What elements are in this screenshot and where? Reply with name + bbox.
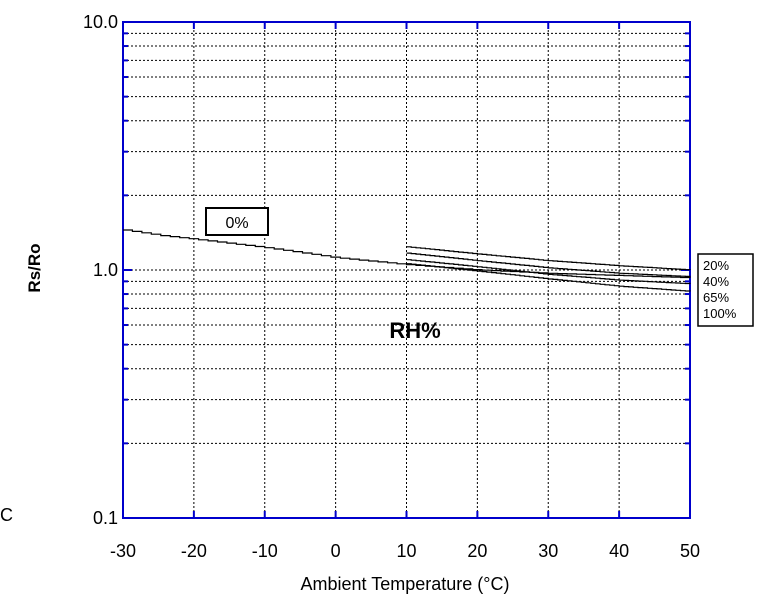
cropped-text: C <box>0 505 13 525</box>
legend-item: 20% <box>703 258 729 273</box>
y-tick-label: 1.0 <box>93 260 118 280</box>
series-line <box>406 252 691 277</box>
legend-item: 65% <box>703 290 729 305</box>
series-line <box>406 263 691 292</box>
series-line <box>406 246 691 271</box>
x-tick-label: 50 <box>680 541 700 561</box>
y-axis-title: Rs/Ro <box>25 243 44 292</box>
grid <box>123 22 690 518</box>
legend-item: 40% <box>703 274 729 289</box>
legend: 20% 40% 65% 100% <box>697 253 754 327</box>
legend-box <box>697 253 754 327</box>
rh-group-label: RH% <box>389 318 440 343</box>
y-tick-label: 10.0 <box>83 12 118 32</box>
x-tick-label: -10 <box>252 541 278 561</box>
x-axis-title: Ambient Temperature (°C) <box>301 574 510 594</box>
y-tick-label: 0.1 <box>93 508 118 528</box>
x-tick-label: -20 <box>181 541 207 561</box>
y-tick-labels: 0.1 1.0 10.0 <box>83 12 118 528</box>
legend-item: 100% <box>703 306 737 321</box>
series-label-0-box <box>205 207 269 236</box>
series-line <box>123 229 691 279</box>
x-tick-label: 30 <box>538 541 558 561</box>
x-tick-labels: -30 -20 -10 0 10 20 30 40 50 <box>110 541 700 561</box>
x-tick-label: 0 <box>331 541 341 561</box>
series-line <box>406 259 691 285</box>
x-tick-label: -30 <box>110 541 136 561</box>
x-tick-label: 40 <box>609 541 629 561</box>
series-label-0: 0% <box>205 207 269 236</box>
series-label-0-text: 0% <box>225 215 248 232</box>
x-tick-label: 20 <box>467 541 487 561</box>
series-layer <box>123 229 691 292</box>
x-tick-label: 10 <box>396 541 416 561</box>
